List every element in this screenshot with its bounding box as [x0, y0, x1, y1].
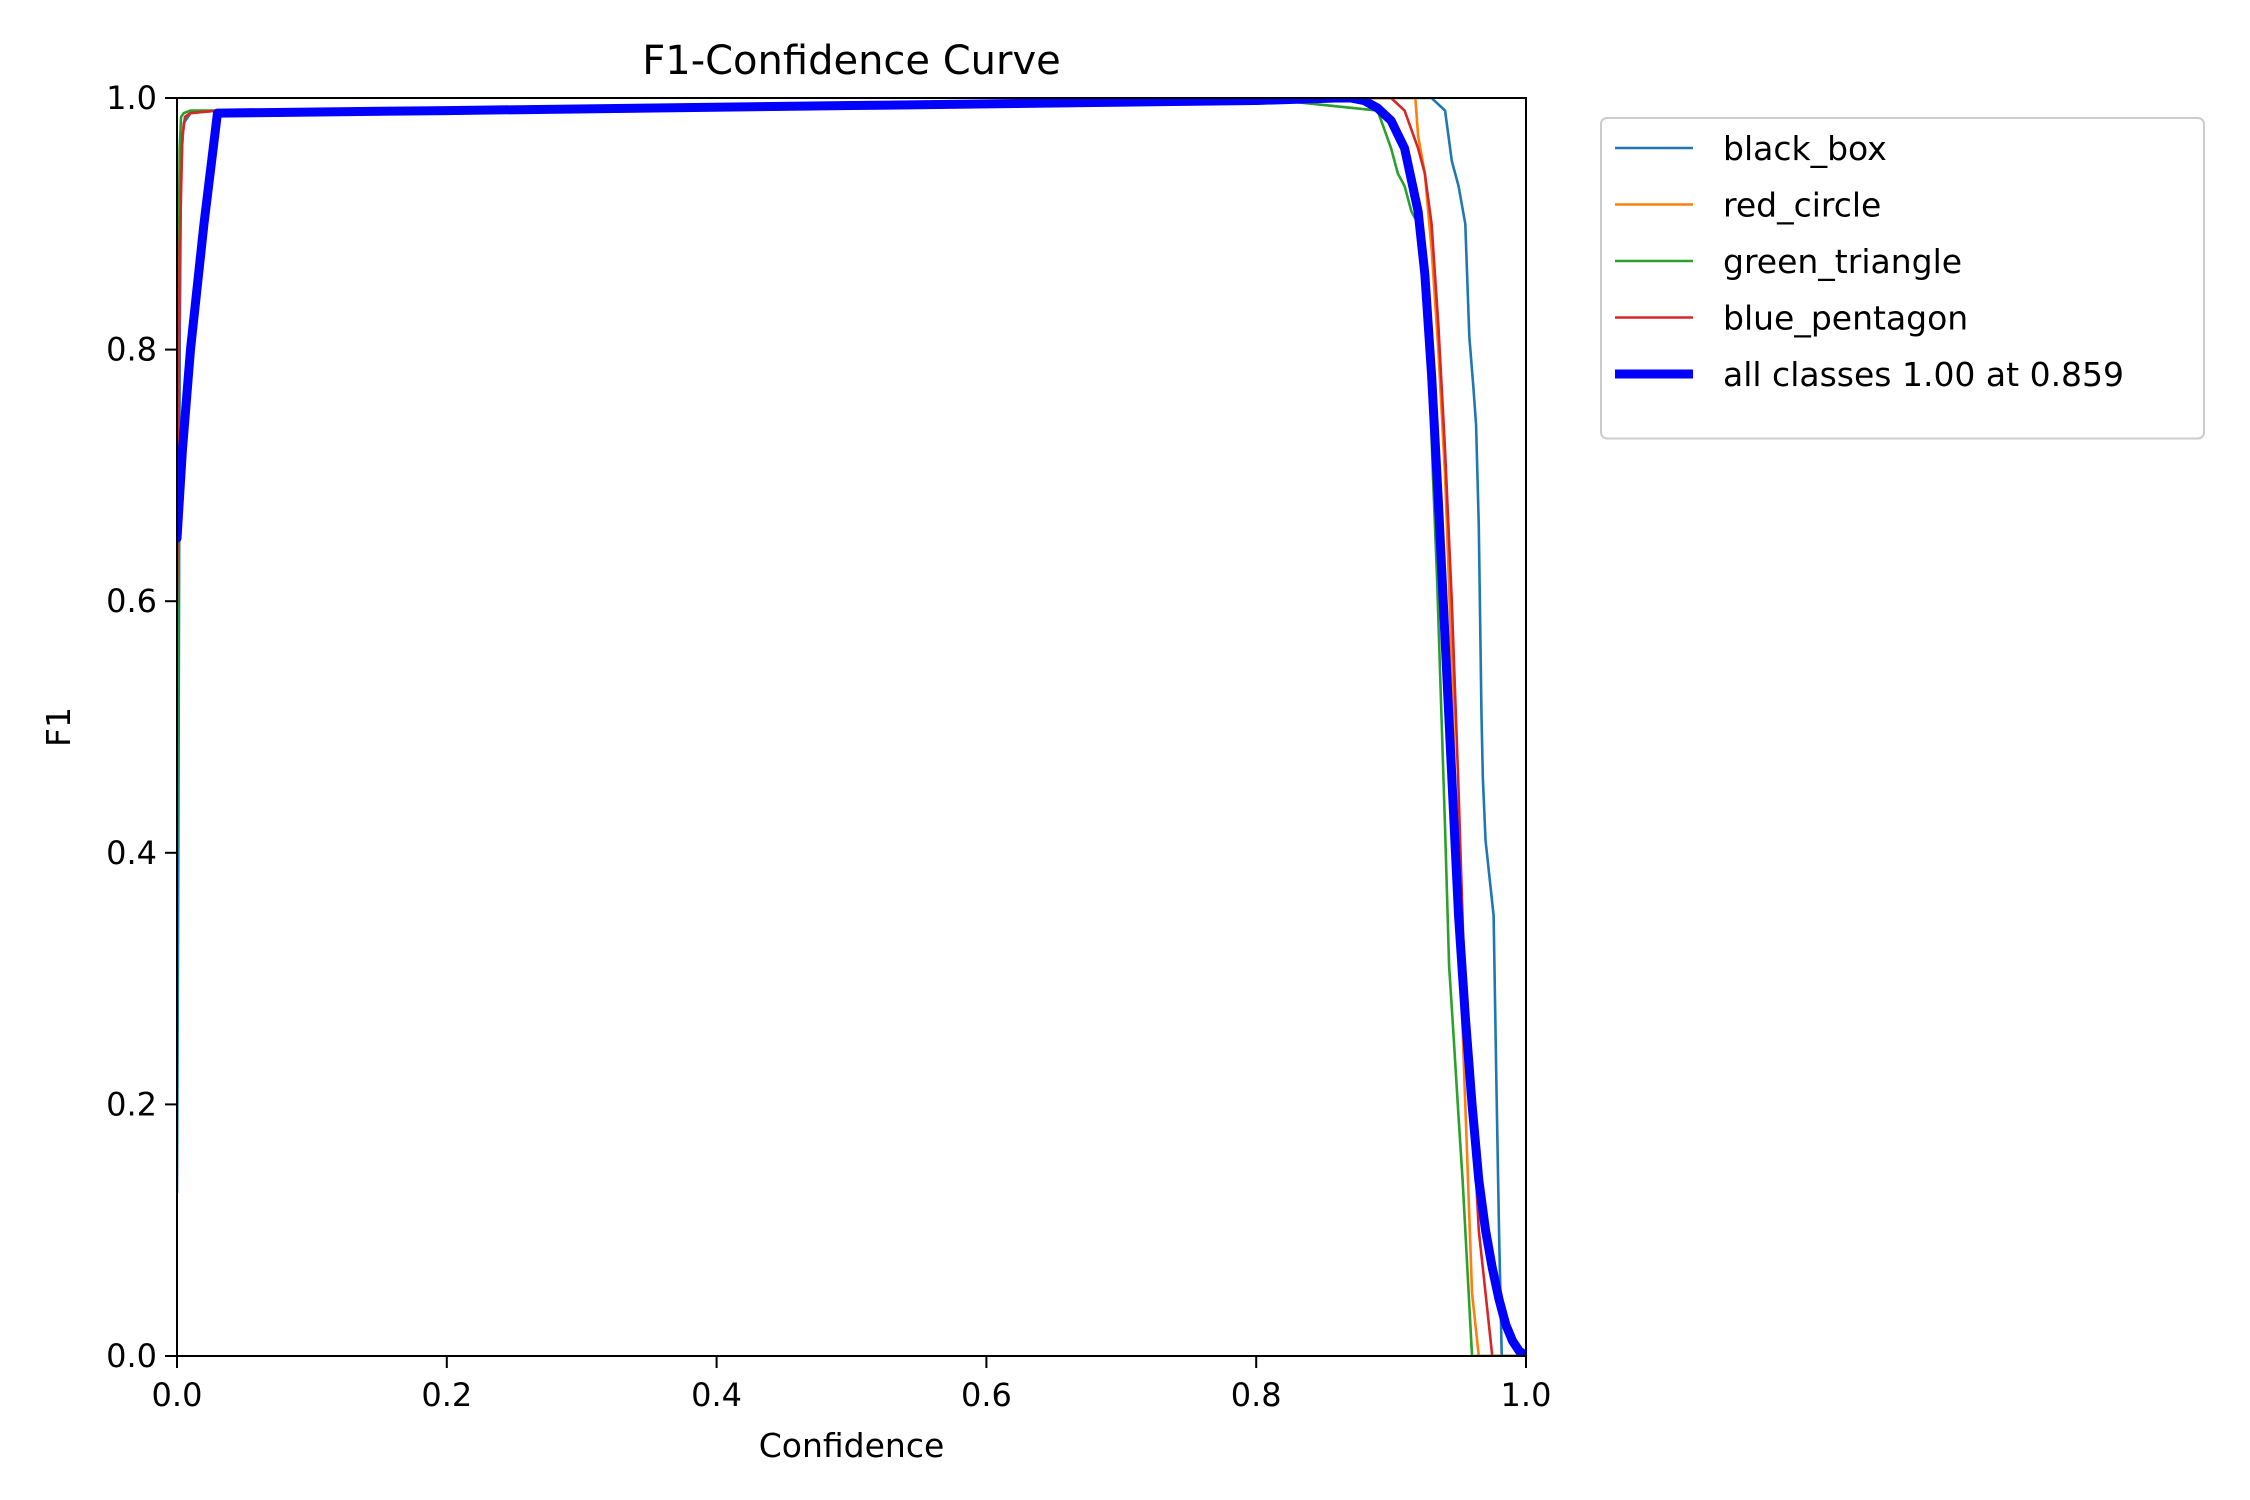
x-tick-label: 1.0 — [1501, 1376, 1552, 1414]
y-tick-label: 0.2 — [106, 1085, 157, 1123]
legend-label: blue_pentagon — [1723, 299, 1968, 338]
y-tick-label: 0.6 — [106, 582, 157, 620]
legend-box — [1600, 117, 2205, 440]
x-axis-label: Confidence — [759, 1426, 945, 1465]
plot-area — [176, 97, 1527, 1357]
series-line-green-triangle — [177, 98, 1526, 1356]
y-axis-label: F1 — [39, 707, 78, 747]
legend-entry: all classes 1.00 at 0.859 — [1615, 355, 2124, 394]
legend-entry: black_box — [1615, 129, 1887, 168]
series-line-blue-pentagon — [177, 98, 1526, 1356]
legend-label: all classes 1.00 at 0.859 — [1723, 355, 2124, 394]
legend-label: green_triangle — [1723, 242, 1962, 281]
legend-items: black_box red_circle green_triangle blue_pe… — [1615, 129, 2124, 394]
x-tick-label: 0.8 — [1231, 1376, 1282, 1414]
series-layer — [177, 98, 1526, 1356]
legend-entry: green_triangle — [1615, 242, 1962, 281]
plot-frame — [176, 97, 1527, 1357]
legend-label: red_circle — [1723, 186, 1881, 225]
y-axis: 0.0 0.2 0.4 0.6 0.8 1.0 — [106, 79, 177, 1375]
legend-entry: blue_pentagon — [1615, 299, 1968, 338]
x-tick-label: 0.4 — [691, 1376, 742, 1414]
y-tick-label: 0.4 — [106, 834, 157, 872]
x-tick-label: 0.0 — [152, 1376, 203, 1414]
y-tick-label: 1.0 — [106, 79, 157, 117]
x-tick-label: 0.6 — [961, 1376, 1012, 1414]
series-line-black-box — [177, 98, 1526, 1356]
x-tick-label: 0.2 — [421, 1376, 472, 1414]
legend: black_box red_circle green_triangle blue_pe… — [1600, 117, 2205, 440]
y-tick-label: 0.0 — [106, 1337, 157, 1375]
chart-title: F1-Confidence Curve — [642, 38, 1061, 84]
series-line-all-classes-1-00-at-0-859 — [177, 98, 1526, 1356]
y-tick-label: 0.8 — [106, 331, 157, 369]
series-line-red-circle — [177, 98, 1526, 1356]
legend-label: black_box — [1723, 129, 1887, 168]
legend-entry: red_circle — [1615, 186, 1881, 225]
x-axis: 0.0 0.2 0.4 0.6 0.8 1.0 — [152, 1356, 1552, 1414]
